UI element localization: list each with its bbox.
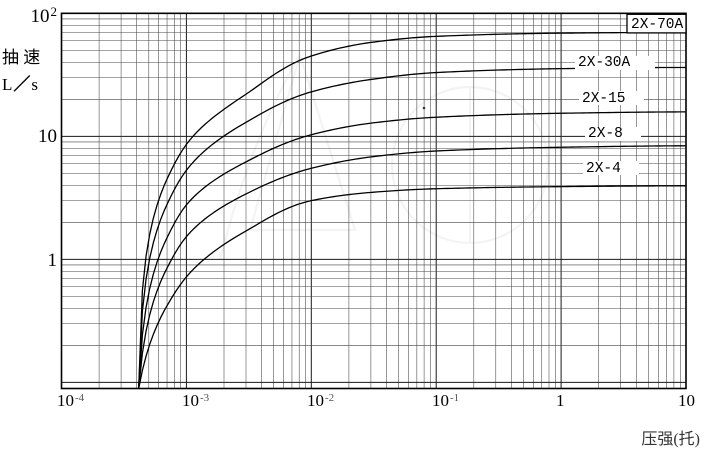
svg-text:1: 1 bbox=[48, 250, 58, 271]
svg-text:2X-30A: 2X-30A bbox=[578, 55, 631, 71]
svg-text:抽 速: 抽 速 bbox=[2, 48, 40, 67]
svg-text:1: 1 bbox=[556, 391, 565, 410]
svg-text:L／s: L／s bbox=[2, 74, 38, 94]
svg-text:2X-4: 2X-4 bbox=[586, 161, 621, 177]
svg-text:2X-8: 2X-8 bbox=[588, 126, 623, 142]
svg-text:压强(托): 压强(托) bbox=[641, 430, 700, 448]
svg-text:10: 10 bbox=[38, 126, 57, 147]
svg-text:2X-70A: 2X-70A bbox=[631, 17, 684, 33]
svg-text:2X-15: 2X-15 bbox=[582, 91, 626, 107]
svg-text:10: 10 bbox=[678, 391, 695, 410]
